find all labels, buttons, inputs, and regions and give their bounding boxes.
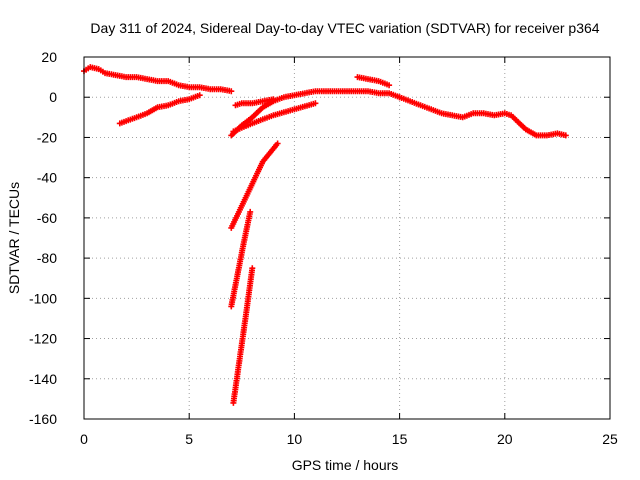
series-arc-5 (232, 96, 277, 109)
series-arc-4 (230, 100, 319, 135)
y-tick-label: -120 (29, 331, 57, 347)
y-tick-label: -40 (37, 170, 57, 186)
plot-frame (83, 56, 611, 420)
x-axis-label: GPS time / hours (292, 457, 399, 473)
y-tick-label: 20 (41, 49, 57, 65)
data-point (196, 92, 203, 99)
y-tick-label: -100 (29, 290, 57, 306)
y-tick-label: 0 (49, 89, 57, 105)
x-tick-label: 10 (287, 431, 303, 447)
x-tick-label: 15 (392, 431, 408, 447)
series-arc-10 (230, 265, 256, 406)
y-tick-label: -20 (37, 129, 57, 145)
data-point (247, 208, 254, 215)
series-arc-2 (116, 92, 203, 127)
x-tick-label: 25 (602, 431, 618, 447)
data-point (249, 265, 256, 272)
y-tick-label: -160 (29, 411, 57, 427)
data-point (270, 96, 277, 103)
y-tick-label: -80 (37, 250, 57, 266)
series-arc-6 (354, 74, 393, 89)
y-axis-label: SDTVAR / TECUs (6, 182, 22, 294)
x-tick-label: 0 (80, 431, 88, 447)
y-tick-label: -140 (29, 371, 57, 387)
data-point (274, 140, 281, 147)
data-point (386, 82, 393, 89)
data-point (562, 132, 569, 139)
chart-title: Day 311 of 2024, Sidereal Day-to-day VTE… (90, 20, 599, 36)
data-point (228, 88, 235, 95)
y-tick-label: -60 (37, 210, 57, 226)
series-arc-7 (396, 94, 569, 139)
x-tick-label: 5 (185, 431, 193, 447)
x-tick-label: 20 (497, 431, 513, 447)
series-arc-9 (228, 208, 254, 310)
data-point (312, 100, 319, 107)
data-series (81, 64, 569, 406)
series-arc-8 (228, 140, 281, 231)
gridlines (84, 57, 610, 419)
series-arc-1 (81, 64, 235, 95)
